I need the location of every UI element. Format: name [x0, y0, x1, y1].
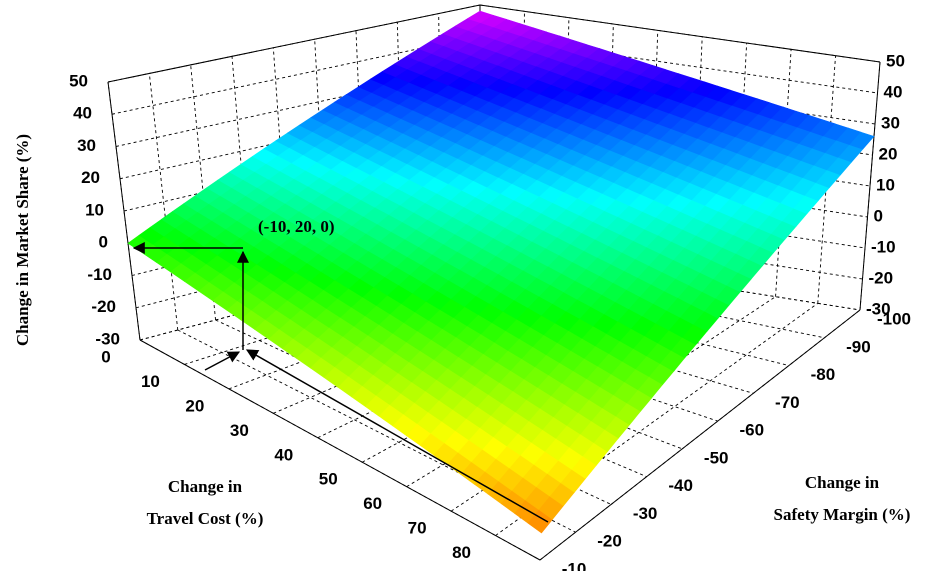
grid-line — [479, 4, 881, 63]
z-tick-label: -10 — [87, 265, 112, 284]
z-tick-label: 50 — [886, 51, 905, 70]
x-tick-label: 70 — [408, 519, 427, 538]
grid-line — [732, 42, 748, 291]
x-tick-label: 80 — [452, 543, 471, 562]
annotation-arrows — [132, 242, 549, 523]
y-tick-label: -10 — [562, 559, 587, 571]
grid-line — [442, 259, 825, 339]
y-tick-label: -70 — [775, 393, 800, 412]
grid-line — [107, 81, 141, 341]
x-tick-label: 40 — [274, 445, 293, 464]
grid-line — [539, 309, 861, 561]
z-tick-label: 20 — [879, 144, 898, 163]
x-tick-label: 90 — [497, 567, 516, 571]
x-tick-label: 30 — [230, 421, 249, 440]
grid-line — [115, 65, 481, 147]
z-tick-label: 40 — [73, 104, 92, 123]
y-tick-label: -90 — [846, 337, 871, 356]
z-tick-label: 50 — [69, 71, 88, 90]
z-tick-label: 30 — [77, 136, 96, 155]
x-tick-label: 60 — [363, 494, 382, 513]
z-tick-label: -30 — [866, 299, 891, 318]
surface — [127, 10, 875, 534]
grid-line — [817, 55, 837, 304]
z-tick-label: -30 — [95, 329, 120, 348]
z-tick-label: 0 — [874, 206, 883, 225]
x-tick-label: 0 — [101, 347, 110, 366]
z-tick-label: 10 — [85, 200, 104, 219]
z-tick-label: -20 — [869, 268, 894, 287]
x-tick-label: 20 — [185, 396, 204, 415]
y-tick-label: -50 — [704, 448, 729, 467]
z-tick-label: 40 — [884, 82, 903, 101]
z-tick-label: 0 — [99, 233, 108, 252]
annotation: (-10, 20, 0) — [258, 217, 334, 236]
y-tick-label: -20 — [597, 532, 622, 551]
y-axis-label: Safety Margin (%) — [774, 505, 911, 524]
z-tick-label: -10 — [871, 237, 896, 256]
arrow — [204, 351, 241, 371]
surface-cell — [849, 131, 875, 150]
x-tick-label: 10 — [141, 372, 160, 391]
x-axis-label: Travel Cost (%) — [147, 509, 264, 528]
y-tick-label: -40 — [668, 476, 693, 495]
x-tick-label: 50 — [319, 470, 338, 489]
z-tick-label: 30 — [881, 113, 900, 132]
y-axis-label: Change in — [805, 473, 880, 492]
grid-line — [148, 73, 179, 331]
x-axis-label: Change in — [168, 477, 243, 496]
grid-line — [139, 339, 541, 561]
z-tick-label: -20 — [91, 297, 116, 316]
y-tick-label: -30 — [633, 504, 658, 523]
y-tick-label: -100 — [877, 309, 911, 328]
z-tick-label: 10 — [876, 175, 895, 194]
z-axis-label: Change in Market Share (%) — [13, 134, 32, 346]
grid-line — [775, 49, 792, 297]
z-tick-label: 20 — [81, 168, 100, 187]
grid-line — [177, 329, 576, 533]
y-tick-label: -60 — [739, 421, 764, 440]
arrow — [245, 349, 549, 523]
grid-line — [690, 36, 703, 284]
box-edge — [107, 4, 481, 83]
box-edge — [859, 61, 881, 311]
y-tick-label: -80 — [811, 365, 836, 384]
